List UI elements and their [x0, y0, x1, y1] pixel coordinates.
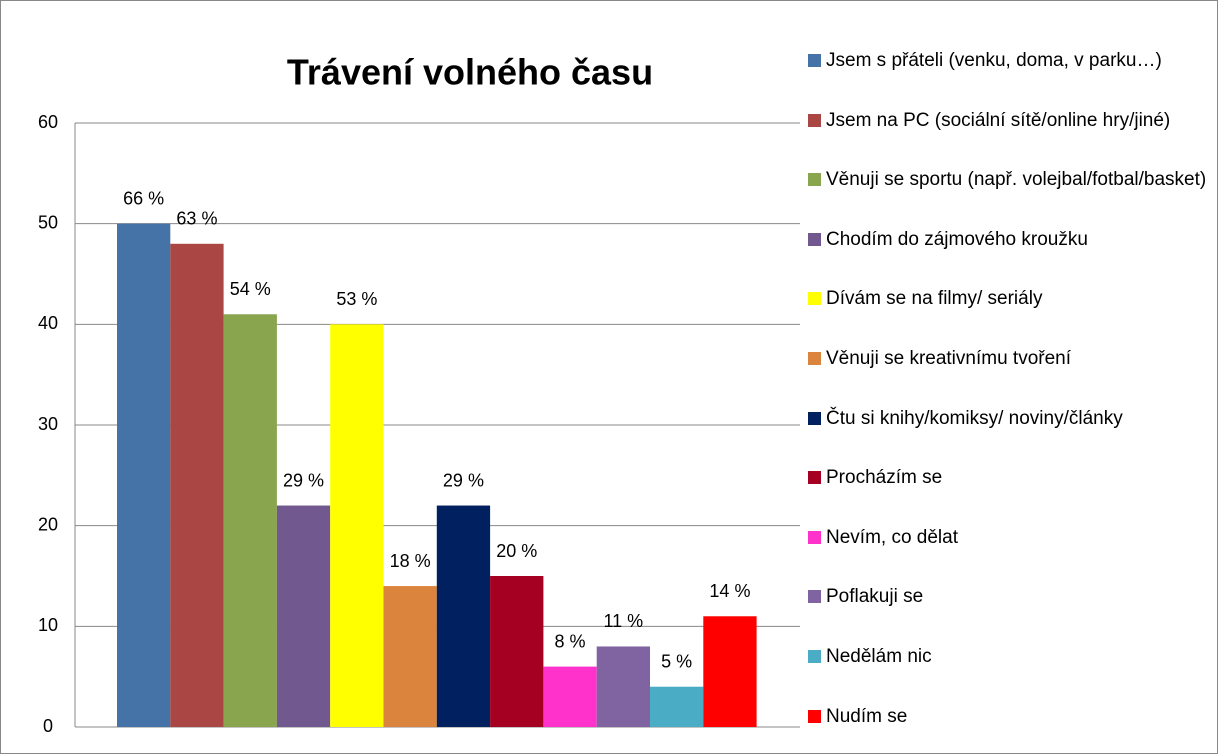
data-label: 29 % [443, 470, 484, 490]
data-label: 18 % [390, 551, 431, 571]
legend-label: Nudím se [826, 705, 908, 727]
legend-swatch [808, 292, 821, 306]
y-tick-label: 60 [38, 112, 58, 132]
legend-swatch [808, 54, 821, 67]
legend-label: Věnuji se sportu (např. volejbal/fotbal/… [826, 169, 1207, 191]
y-tick-label: 40 [38, 313, 58, 333]
data-label: 20 % [496, 541, 537, 561]
legend-label: Nevím, co dělat [826, 526, 958, 548]
bar [490, 576, 544, 727]
legend-label: Dívám se na filmy/ seriály [826, 288, 1043, 310]
legend-label: Chodím do zájmového kroužku [826, 228, 1088, 250]
y-tick-label: 50 [38, 212, 58, 232]
y-tick-label: 30 [38, 414, 58, 434]
bar [330, 324, 384, 727]
legend-swatch [808, 530, 821, 544]
legend-label: Poflakuji se [826, 586, 924, 608]
legend-label: Jsem na PC (sociální sítě/online hry/jin… [826, 109, 1171, 131]
legend-item: Procházím se [808, 465, 1213, 490]
data-label: 14 % [709, 581, 750, 601]
legend-label: Procházím se [826, 467, 943, 489]
legend-item: Věnuji se sportu (např. volejbal/fotbal/… [808, 167, 1213, 192]
bar [383, 586, 437, 727]
legend-item: Chodím do zájmového kroužku [808, 227, 1213, 252]
legend-item: Věnuji se kreativnímu tvoření [808, 346, 1213, 371]
legend-item: Jsem s přáteli (venku, doma, v parku…) [808, 48, 1213, 73]
legend-item: Dívám se na filmy/ seriály [808, 286, 1213, 311]
bar [703, 616, 757, 727]
legend-swatch [808, 173, 821, 187]
data-label: 5 % [661, 651, 692, 671]
data-label: 53 % [336, 289, 377, 309]
legend-label: Jsem s přáteli (venku, doma, v parku…) [826, 50, 1162, 71]
data-label: 29 % [283, 470, 324, 490]
bar [543, 666, 597, 727]
legend-item: Nevím, co dělat [808, 525, 1213, 550]
data-label: 8 % [555, 631, 586, 651]
legend-item: Čtu si knihy/komiksy/ noviny/články [808, 406, 1213, 431]
bar [117, 223, 171, 727]
y-tick-label: 10 [38, 615, 58, 635]
legend-item: Poflakuji se [808, 584, 1213, 609]
data-label: 54 % [230, 279, 271, 299]
bar [650, 686, 704, 727]
legend-swatch [808, 471, 821, 485]
legend-item: Jsem na PC (sociální sítě/online hry/jin… [808, 108, 1213, 133]
legend-label: Čtu si knihy/komiksy/ noviny/články [826, 407, 1123, 429]
legend-label: Věnuji se kreativnímu tvoření [826, 348, 1072, 369]
legend-swatch [808, 232, 821, 246]
legend-item: Nedělám nic [808, 644, 1213, 669]
chart-title: Trávení volného času [287, 52, 653, 93]
y-tick-label: 20 [38, 514, 58, 534]
bar [170, 243, 224, 728]
legend-item: Nudím se [808, 704, 1213, 729]
legend-swatch [808, 709, 821, 723]
legend-swatch [808, 352, 821, 365]
y-tick-label: 0 [43, 716, 53, 736]
legend-swatch [808, 650, 821, 663]
legend-swatch [808, 411, 821, 425]
data-label: 11 % [603, 611, 643, 631]
bar [436, 505, 491, 727]
legend-swatch [808, 590, 821, 604]
data-label: 63 % [176, 209, 217, 229]
legend-swatch [808, 113, 821, 127]
bar [223, 314, 277, 727]
legend-label: Nedělám nic [826, 646, 932, 667]
bar [596, 646, 650, 727]
bar [276, 505, 331, 727]
data-label: 66 % [123, 188, 164, 208]
